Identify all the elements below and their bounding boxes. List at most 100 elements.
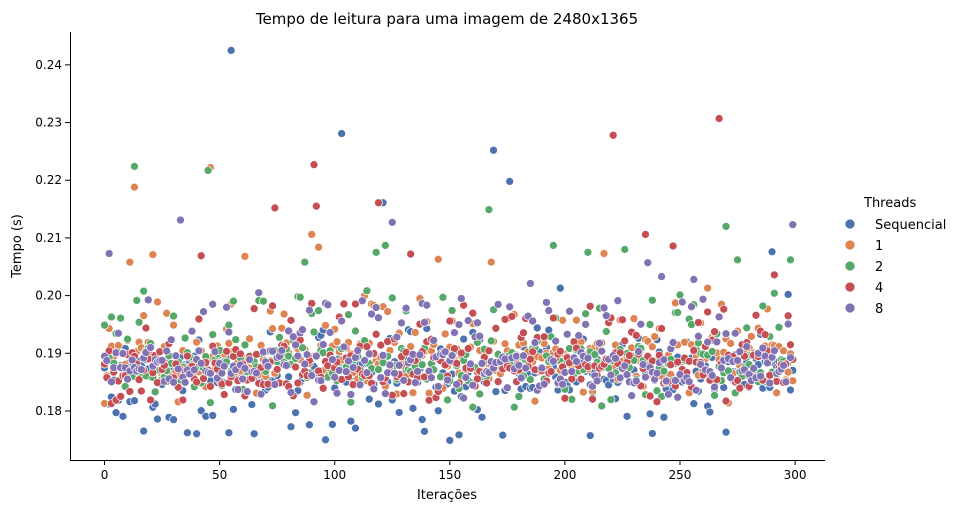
data-point xyxy=(519,328,528,338)
data-point xyxy=(560,393,570,403)
data-point xyxy=(514,392,524,401)
data-point xyxy=(295,292,305,302)
data-point xyxy=(774,322,784,332)
data-point xyxy=(387,293,397,303)
data-point xyxy=(438,292,448,302)
data-point xyxy=(337,129,346,138)
data-point xyxy=(192,377,201,387)
data-point xyxy=(498,430,508,440)
data-point xyxy=(597,346,607,356)
data-point xyxy=(229,296,238,306)
data-point xyxy=(562,329,572,339)
data-point xyxy=(659,412,669,422)
data-point xyxy=(169,377,178,387)
x-axis-label: Iterações xyxy=(417,488,477,503)
data-point xyxy=(263,361,273,371)
data-point xyxy=(332,388,342,398)
data-point xyxy=(371,248,381,257)
data-point xyxy=(710,327,719,336)
data-point xyxy=(751,310,761,320)
data-point xyxy=(381,241,390,250)
data-point xyxy=(433,254,443,264)
data-point xyxy=(208,411,218,420)
data-point xyxy=(645,391,655,401)
data-point xyxy=(171,351,181,361)
data-point xyxy=(703,337,712,347)
data-point xyxy=(604,380,613,390)
data-point xyxy=(376,373,386,382)
data-point xyxy=(786,385,795,395)
data-point xyxy=(351,299,360,309)
data-point xyxy=(622,412,632,421)
data-point xyxy=(385,360,395,370)
legend: Threads Sequencial 1 2 4 8 xyxy=(844,196,946,317)
data-point xyxy=(433,382,443,391)
data-point xyxy=(484,346,494,356)
legend-label: 4 xyxy=(875,281,883,296)
data-point xyxy=(717,363,726,373)
x-ticks: 0 50 100 150 200 250 300 xyxy=(101,460,807,482)
data-point xyxy=(645,409,655,419)
data-point xyxy=(505,302,514,312)
data-point xyxy=(770,270,779,280)
data-point xyxy=(770,288,779,298)
data-point xyxy=(118,412,128,421)
data-point xyxy=(456,294,466,303)
data-point xyxy=(576,374,586,384)
data-point xyxy=(486,336,496,346)
data-point xyxy=(143,295,153,305)
data-point xyxy=(468,380,478,390)
data-point xyxy=(311,351,321,361)
data-point xyxy=(447,351,457,361)
data-point xyxy=(226,46,236,55)
data-point xyxy=(427,373,436,383)
data-point xyxy=(551,336,561,346)
x-tick-label: 200 xyxy=(553,468,576,482)
legend-marker xyxy=(844,302,856,314)
data-point xyxy=(346,416,356,426)
data-point xyxy=(408,403,418,413)
data-point xyxy=(687,302,696,312)
data-point xyxy=(549,313,558,323)
data-point xyxy=(758,301,768,311)
data-point xyxy=(721,396,731,406)
data-point xyxy=(272,365,282,374)
data-point xyxy=(735,383,745,393)
x-tick-label: 250 xyxy=(669,468,692,482)
data-point xyxy=(328,420,337,429)
data-point xyxy=(461,373,471,382)
y-tick-label: 0.22 xyxy=(35,173,62,187)
data-point xyxy=(477,359,487,368)
data-point xyxy=(286,315,296,325)
data-point xyxy=(219,390,229,399)
data-point xyxy=(503,383,512,393)
data-point xyxy=(486,257,496,267)
data-point xyxy=(661,376,671,386)
data-point xyxy=(206,382,215,391)
data-point xyxy=(390,368,399,378)
data-point xyxy=(397,318,406,328)
data-point xyxy=(153,297,162,307)
x-tick-label: 300 xyxy=(784,468,807,482)
data-point xyxy=(463,316,473,325)
data-point xyxy=(256,389,266,399)
data-point xyxy=(196,251,206,261)
data-point xyxy=(415,350,425,360)
data-point xyxy=(116,313,125,323)
data-point xyxy=(346,397,356,407)
data-point xyxy=(526,279,535,288)
data-point xyxy=(169,311,178,321)
data-point xyxy=(657,272,666,281)
data-point xyxy=(192,429,201,439)
data-point xyxy=(443,395,452,405)
data-point xyxy=(599,303,609,313)
data-point xyxy=(572,357,581,366)
data-point xyxy=(337,316,346,326)
data-point xyxy=(150,387,160,397)
data-point xyxy=(125,387,135,396)
data-point xyxy=(710,382,719,392)
data-point xyxy=(362,286,372,296)
data-point xyxy=(468,402,478,412)
data-point xyxy=(314,242,323,252)
data-point xyxy=(463,344,473,353)
